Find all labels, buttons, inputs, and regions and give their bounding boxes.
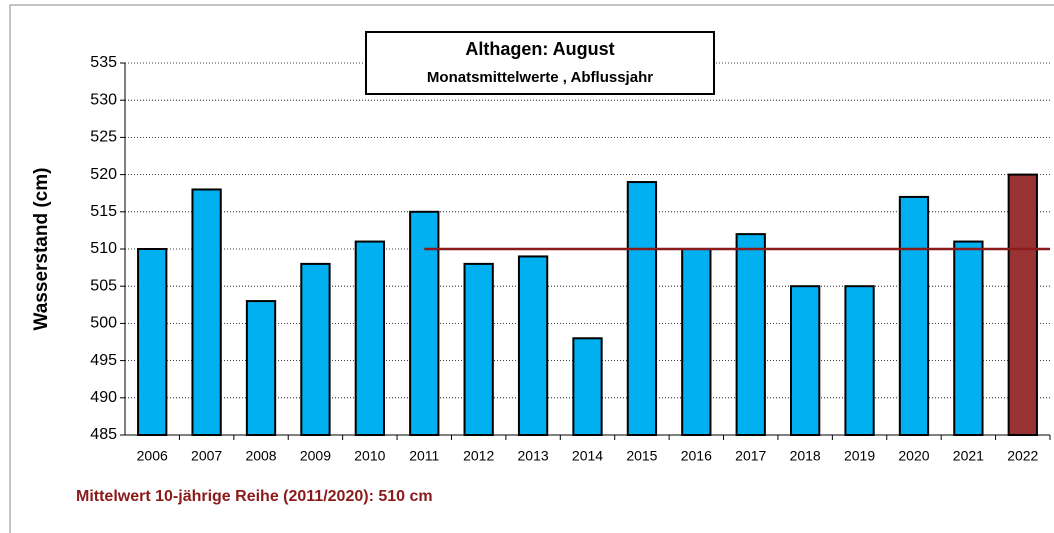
chart-frame [9,4,1054,533]
x-tick-label: 2012 [463,448,494,464]
x-tick-label: 2006 [137,448,168,464]
x-tick-label: 2018 [790,448,821,464]
bar [1007,173,1038,436]
title-box [365,31,715,95]
bar [409,210,440,436]
x-tick-label: 2009 [300,448,331,464]
bar [626,181,658,436]
bar [191,188,222,436]
bar [953,240,984,436]
y-tick-label: 490 [90,389,117,406]
bar [572,337,603,436]
chart-title: Althagen: August [465,39,614,59]
y-tick-label: 510 [90,240,117,257]
bar [463,262,494,436]
y-tick-label: 505 [90,277,117,294]
x-tick-label: 2017 [735,448,766,464]
y-tick-label: 520 [90,166,117,183]
y-tick-label: 525 [90,129,117,146]
y-tick-label: 535 [90,54,117,71]
y-tick-label: 495 [90,352,117,369]
note: Mittelwert 10-jährige Reihe (2011/2020):… [76,488,433,505]
x-tick-label: 2021 [953,448,984,464]
chart-subtitle: Monatsmittelwerte , Abflussjahr [427,69,653,86]
x-tick-label: 2019 [844,448,875,464]
bar [137,248,168,436]
bar [790,285,821,437]
x-tick-label: 2015 [626,448,657,464]
bar [898,195,930,436]
y-tick-label: 515 [90,203,117,220]
x-tick-label: 2007 [191,448,222,464]
x-tick-label: 2014 [572,448,603,464]
y-tick-label: 485 [90,426,117,443]
bar [245,300,277,436]
y-tick-label: 530 [90,91,117,108]
y-axis-label: Wasserstand (cm) [31,168,52,331]
x-tick-label: 2022 [1007,448,1038,464]
y-tick-label: 500 [90,315,117,332]
bar [517,255,549,436]
bar [844,285,875,437]
x-tick-label: 2016 [681,448,712,464]
bar [354,240,385,436]
x-tick-label: 2010 [354,448,385,464]
x-tick-label: 2013 [518,448,549,464]
bar [300,262,331,436]
x-tick-label: 2020 [898,448,929,464]
x-tick-label: 2008 [245,448,276,464]
plot-area: 485 490 495 500 505 510 515 520 525 530 535 2006 200… [90,54,1051,464]
x-tick-label: 2011 [409,448,439,464]
bar [681,248,712,436]
bar [735,233,766,436]
